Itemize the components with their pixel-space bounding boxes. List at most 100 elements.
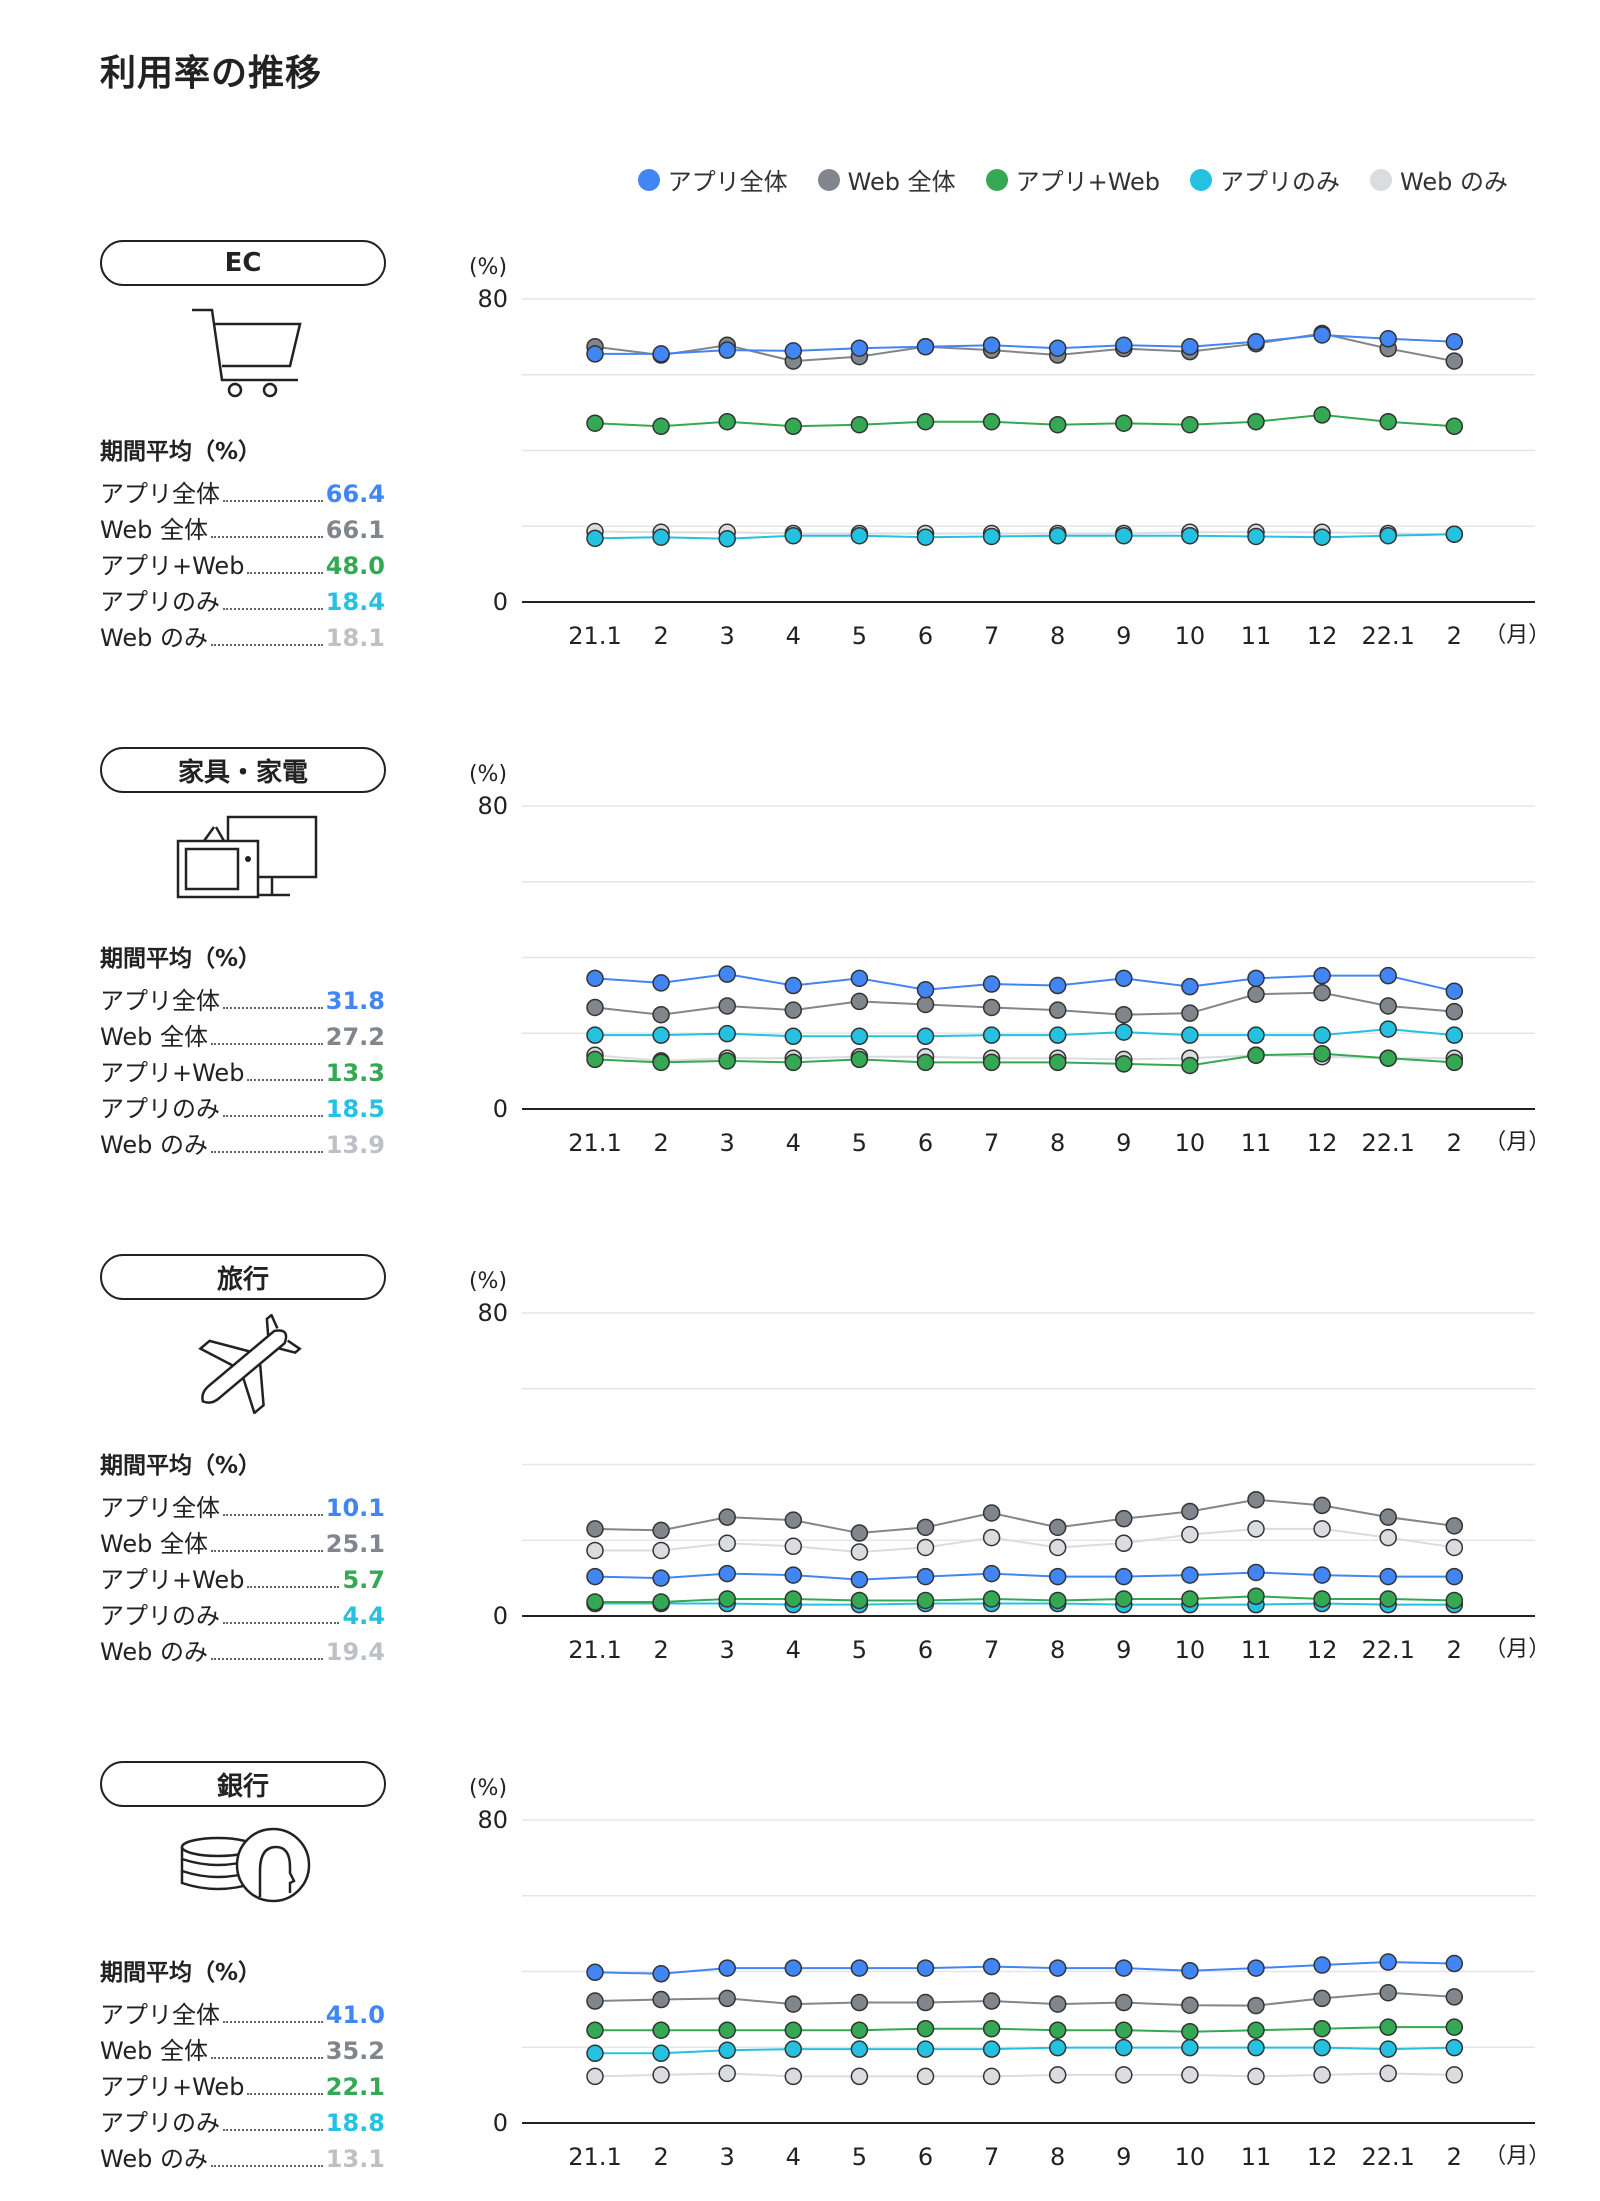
data-point (1313, 2066, 1331, 2084)
data-point (1379, 526, 1397, 545)
data-point (982, 1026, 1001, 1044)
average-label: Web のみ (100, 1131, 208, 1159)
data-point (1379, 1528, 1397, 1547)
data-point (1115, 1509, 1133, 1528)
x-tick-label: 6 (918, 1636, 933, 1664)
data-point (1181, 1004, 1199, 1022)
data-point (1247, 1563, 1265, 1582)
data-point (1048, 526, 1067, 545)
average-label: Web 全体 (100, 516, 208, 544)
data-point (784, 976, 803, 995)
average-row: アプリのみ 4.4 (100, 1596, 385, 1632)
data-point (1048, 1995, 1067, 2013)
x-tick-label: 3 (720, 1636, 735, 1664)
average-label: アプリ+Web (100, 552, 245, 580)
x-tick-label: 7 (984, 1129, 999, 1157)
y-axis-unit: (%) (469, 1776, 507, 1801)
series-line (594, 973, 1455, 993)
data-point (718, 1590, 736, 1608)
section-bank: 銀行 期間平均（%） アプリ全体 41.0 Web 全体 35.2 アプリ+Web 2… (0, 1521, 1600, 2173)
data-point (1181, 1502, 1199, 1521)
data-point (916, 1518, 935, 1537)
data-point (1247, 985, 1265, 1003)
series-line (594, 1571, 1455, 1581)
data-point (1048, 1518, 1067, 1537)
average-value: 18.4 (325, 588, 385, 616)
average-label: アプリのみ (100, 1602, 220, 1630)
average-title: 期間平均（%） (100, 1453, 262, 1479)
data-point (784, 1537, 803, 1556)
data-point (850, 1027, 869, 1046)
leader-dots (223, 1007, 323, 1009)
data-point (916, 1567, 935, 1586)
series-line (595, 1602, 1455, 1606)
data-point (1379, 997, 1397, 1015)
average-row: Web 全体 35.2 (100, 2031, 385, 2067)
data-point (1115, 1005, 1133, 1024)
legend-label: Web 全体 (847, 168, 956, 196)
line-chart: (%) 0 80 21.1 2 3 4 5 6 7 8 9 10 11 12 22.1 2 （月） (469, 1269, 1540, 1664)
x-tick-label: 8 (1050, 1129, 1065, 1157)
x-tick-label: 21.1 (568, 1129, 621, 1157)
category-label: 銀行 (100, 1761, 386, 1807)
average-value: 5.7 (342, 1566, 385, 1594)
data-point (1247, 2038, 1265, 2057)
x-tick-label: 4 (786, 1636, 801, 1664)
data-point (1181, 337, 1199, 356)
data-point (916, 2019, 935, 2038)
data-point (1313, 1956, 1331, 1974)
legend-item-app-only: アプリのみ (1190, 162, 1340, 197)
data-point (1115, 526, 1133, 545)
data-point (1445, 1988, 1464, 2006)
average-label: Web 全体 (100, 1530, 208, 1558)
average-row: Web 全体 27.2 (100, 1017, 385, 1053)
x-tick-label: 2 (1447, 622, 1462, 650)
data-point (1313, 1520, 1331, 1538)
data-point (586, 998, 604, 1017)
leader-dots (223, 608, 323, 610)
leader-dots (223, 1622, 340, 1624)
data-point (1048, 1567, 1067, 1586)
data-point (1048, 1053, 1067, 1072)
y-tick-label: 0 (493, 588, 508, 616)
data-point (982, 1564, 1001, 1583)
data-point (652, 1541, 670, 1560)
average-value: 19.4 (325, 1638, 385, 1666)
data-point (916, 2067, 935, 2086)
data-point (586, 2044, 604, 2063)
bank-coins-icon (180, 1827, 311, 1903)
x-tick-label: 9 (1116, 622, 1131, 650)
x-tick-label: 9 (1116, 1129, 1131, 1157)
x-tick-label: 2 (1447, 1636, 1462, 1664)
data-point (982, 975, 1001, 993)
x-tick-label: 10 (1175, 622, 1206, 650)
x-tick-label: 5 (852, 2143, 867, 2171)
leader-dots (210, 1658, 323, 1660)
data-point (784, 1566, 803, 1584)
average-label: アプリ全体 (100, 987, 220, 1015)
data-point (1048, 2038, 1067, 2057)
data-point (718, 2041, 736, 2060)
data-point (850, 1543, 869, 1561)
data-point (916, 1591, 935, 1610)
x-tick-label: 21.1 (568, 2143, 621, 2171)
data-point (1181, 1961, 1199, 1980)
x-tick-label: 21.1 (568, 1636, 621, 1664)
data-point (1181, 526, 1199, 545)
data-point (1115, 414, 1133, 432)
x-tick-label: 4 (786, 2143, 801, 2171)
data-point (1048, 1538, 1067, 1557)
data-point (982, 2019, 1001, 2038)
data-point (982, 1053, 1001, 1072)
series-line (595, 1595, 1455, 1603)
legend-item-web-total: Web 全体 (817, 162, 956, 197)
x-tick-label: 12 (1307, 622, 1338, 650)
y-tick-label: 0 (493, 1095, 508, 1123)
data-point (718, 1959, 736, 1977)
data-point (850, 1591, 869, 1610)
data-point (982, 1504, 1001, 1522)
data-point (1445, 1954, 1464, 1973)
data-point (586, 1050, 604, 1069)
leader-dots (210, 2165, 323, 2167)
series-line (595, 1527, 1455, 1553)
